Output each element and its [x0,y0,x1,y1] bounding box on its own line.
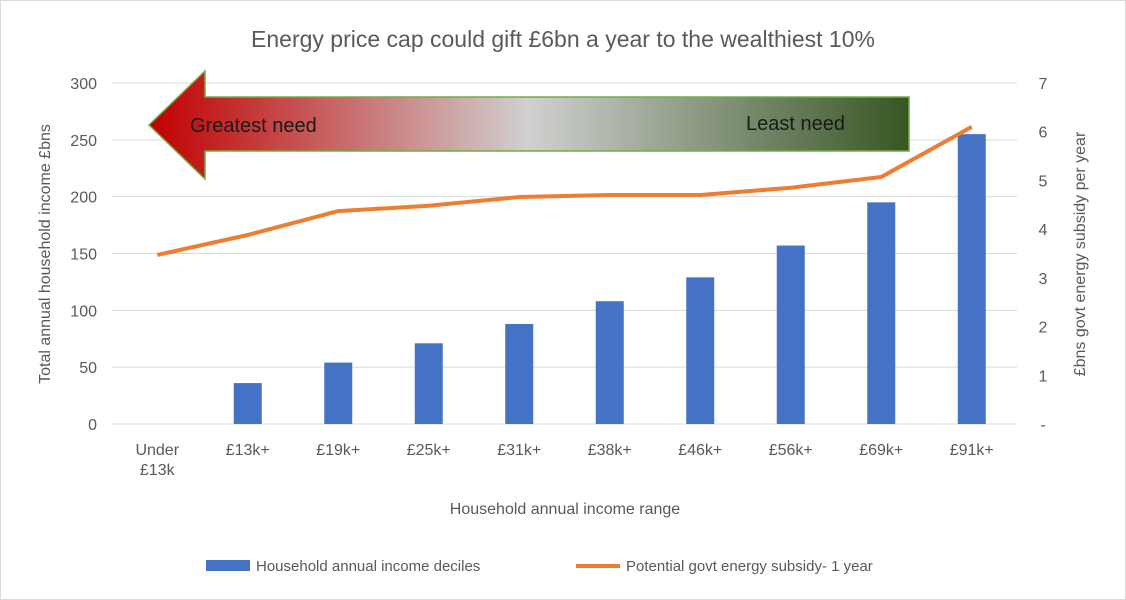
bar [505,323,534,424]
y2-axis-label: £bns govt energy subsidy per year [1072,131,1089,376]
y2-tick-label: 6 [1039,125,1048,142]
y-tick-label: 200 [70,190,97,207]
x-tick-label: £46k+ [678,442,722,459]
legend-label-bars: Household annual income deciles [256,558,480,575]
bar [414,343,443,424]
need-arrow: Greatest need Least need [147,69,910,181]
legend-label-line: Potential govt energy subsidy- 1 year [626,558,873,575]
bar [686,277,715,424]
bar [324,362,353,424]
x-tick-label: £19k+ [316,442,360,459]
y2-tick-label: 7 [1039,76,1048,93]
x-tick-label: Under £13k [135,442,179,479]
y-tick-label: 50 [79,360,97,377]
x-tick-label: £25k+ [407,442,451,459]
chart-title: Energy price cap could gift £6bn a year … [251,26,875,52]
x-tick-label: £38k+ [588,442,632,459]
subsidy-line [156,125,973,257]
arrow-right-label: Least need [746,113,845,135]
bar [867,202,896,424]
legend: Household annual income deciles Potentia… [206,558,873,575]
x-tick-label: £56k+ [769,442,813,459]
y-tick-label: 300 [70,76,97,93]
y2-tick-label: 2 [1039,320,1048,337]
arrow-left-label: Greatest need [190,115,317,137]
y-tick-label: 100 [70,303,97,320]
y2-tick-label: 5 [1039,173,1048,190]
y2-tick-label: - [1040,417,1045,434]
x-tick-label: £31k+ [497,442,541,459]
bar [595,301,624,424]
x-tick-label: £91k+ [950,442,994,459]
y-tick-label: 150 [70,247,97,264]
bar [776,245,805,424]
y-tick-label: 0 [88,417,97,434]
x-axis-label: Household annual income range [450,501,680,518]
y-axis-label: Total annual household income £bns [37,124,54,384]
y2-tick-label: 3 [1039,271,1048,288]
bar [233,383,262,424]
x-tick-label: £69k+ [859,442,903,459]
legend-swatch-bars [206,560,250,571]
arrow-shape [147,69,910,181]
y2-tick-label: 1 [1039,368,1048,385]
y2-tick-label: 4 [1039,222,1048,239]
y-tick-label: 250 [70,133,97,150]
bar [957,134,986,424]
x-tick-label: £13k+ [226,442,270,459]
